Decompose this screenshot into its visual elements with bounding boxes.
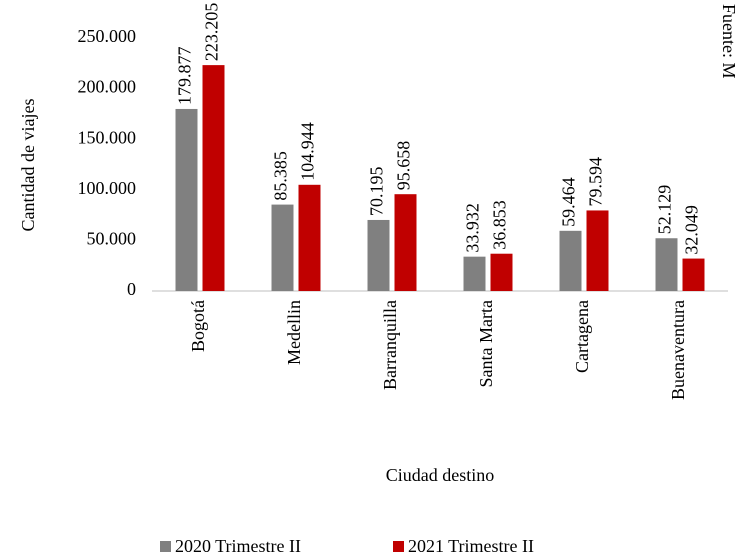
x-axis-label: Ciudad destino: [386, 465, 495, 485]
bar: [175, 108, 198, 291]
legend-swatch: [393, 541, 404, 552]
bar: [271, 204, 294, 291]
value-label: 179.877: [175, 46, 195, 105]
bar: [367, 219, 390, 291]
bar: [559, 230, 582, 291]
legend-swatch: [160, 541, 171, 552]
bar: [202, 65, 225, 291]
y-tick-label: 150.000: [78, 127, 137, 147]
x-tick-label: Buenaventura: [668, 300, 688, 400]
bar: [655, 238, 678, 291]
bar: [394, 194, 417, 291]
bar: [682, 258, 705, 291]
bar: [586, 210, 609, 291]
x-tick-label: Medellin: [284, 300, 304, 365]
x-tick-label: Bogotá: [188, 300, 208, 352]
y-tick-label: 0: [127, 279, 136, 299]
value-label: 33.932: [463, 203, 483, 253]
bar: [490, 253, 513, 291]
value-label: 70.195: [367, 166, 387, 216]
y-axis-label: Cantidad de viajes: [18, 99, 38, 232]
value-label: 32.049: [682, 205, 702, 255]
x-tick-label: Santa Marta: [476, 300, 496, 387]
x-tick-label: Cartagena: [572, 300, 592, 373]
source-note: Fuente: M: [719, 4, 735, 79]
y-tick-label: 200.000: [78, 77, 137, 97]
value-label: 223.205: [202, 3, 222, 62]
value-label: 36.853: [490, 200, 510, 250]
value-label: 85.385: [271, 151, 291, 201]
y-tick-label: 50.000: [87, 229, 137, 249]
value-label: 104.944: [298, 122, 318, 181]
legend-label: 2020 Trimestre II: [175, 536, 301, 556]
value-label: 59.464: [559, 177, 579, 227]
legend-label: 2021 Trimestre II: [408, 536, 534, 556]
y-tick-label: 100.000: [78, 178, 137, 198]
bar: [463, 256, 486, 291]
value-label: 52.129: [655, 185, 675, 235]
bar: [298, 184, 321, 291]
y-tick-label: 250.000: [78, 26, 137, 46]
value-label: 95.658: [394, 141, 414, 191]
x-tick-label: Barranquilla: [380, 300, 400, 390]
value-label: 79.594: [586, 157, 606, 207]
